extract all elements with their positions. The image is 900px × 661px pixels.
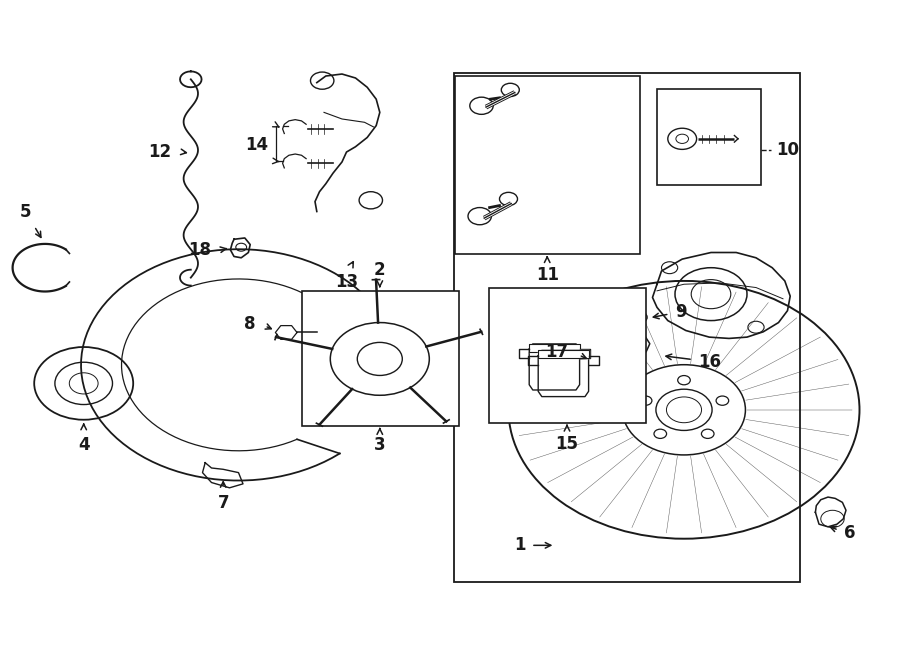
Polygon shape [283, 120, 306, 134]
Polygon shape [815, 497, 846, 527]
Bar [657, 89, 760, 185]
Text: 3: 3 [374, 436, 385, 454]
Text: 13: 13 [335, 273, 358, 291]
Text: 12: 12 [148, 143, 171, 161]
Text: 9: 9 [675, 303, 687, 321]
Bar [489, 288, 646, 423]
Text: 2: 2 [374, 261, 385, 279]
Text: 18: 18 [188, 241, 212, 259]
Text: 11: 11 [536, 266, 559, 284]
Polygon shape [283, 154, 306, 168]
Text: 4: 4 [78, 436, 89, 454]
Text: 10: 10 [776, 141, 799, 159]
Bar [302, 291, 459, 426]
Text: 7: 7 [218, 494, 229, 512]
Text: 5: 5 [20, 204, 31, 221]
Polygon shape [275, 326, 297, 339]
Text: 15: 15 [555, 435, 579, 453]
Text: 16: 16 [698, 352, 722, 371]
Text: 8: 8 [244, 315, 256, 333]
Text: 14: 14 [245, 136, 268, 155]
Polygon shape [529, 344, 580, 352]
Text: 17: 17 [545, 342, 569, 361]
Text: 1: 1 [514, 536, 526, 555]
Bar [454, 73, 800, 582]
Text: 6: 6 [844, 524, 856, 542]
Bar [455, 76, 640, 254]
Polygon shape [538, 350, 589, 358]
